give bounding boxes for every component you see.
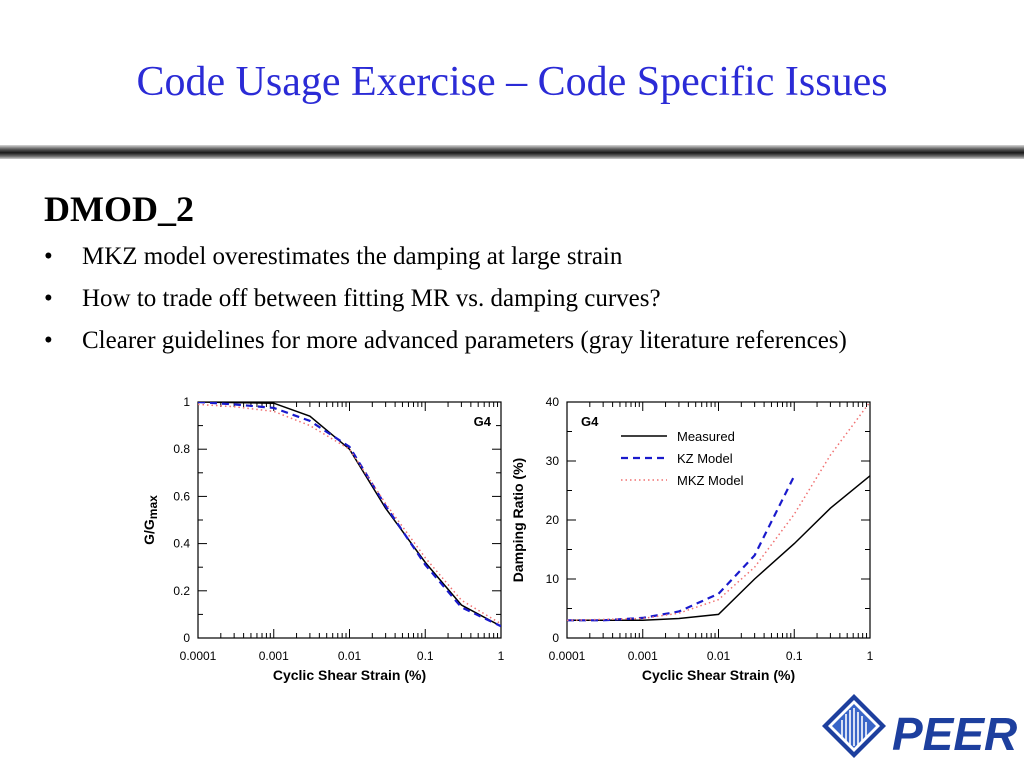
y-tick-label: 10 <box>546 572 560 586</box>
y-tick-label: 0.8 <box>173 442 190 456</box>
legend-label: Measured <box>677 429 735 444</box>
series-annotation: G4 <box>474 414 492 429</box>
y-tick-label: 1 <box>183 395 190 409</box>
legend-label: KZ Model <box>677 451 733 466</box>
y-axis-label-main: G/G <box>141 519 157 545</box>
bullet-item: • How to trade off between fitting MR vs… <box>44 282 1004 324</box>
bullet-item: • MKZ model overestimates the damping at… <box>44 240 1004 282</box>
series-line-solid <box>567 475 870 622</box>
bullet-list: • MKZ model overestimates the damping at… <box>44 240 1004 366</box>
series-line-dashed <box>567 475 796 622</box>
y-axis-label: G/Gmax <box>141 495 160 545</box>
bullet-text: MKZ model overestimates the damping at l… <box>82 243 623 270</box>
x-tick-label: 0.0001 <box>180 649 217 663</box>
legend-label: MKZ Model <box>677 473 744 488</box>
y-tick-label: 0.4 <box>173 537 190 551</box>
x-tick-label: 0.1 <box>786 649 803 663</box>
peer-logo-diamond-icon <box>822 694 886 758</box>
y-axis-label: Damping Ratio (%) <box>510 458 526 582</box>
x-tick-label: 1 <box>498 649 505 663</box>
bullet-glyph: • <box>44 285 53 312</box>
x-tick-label: 0.01 <box>338 649 362 663</box>
x-axis-label: Cyclic Shear Strain (%) <box>642 667 795 683</box>
y-tick-label: 0.6 <box>173 489 190 503</box>
bullet-item: • Clearer guidelines for more advanced p… <box>44 324 1004 366</box>
plot-frame <box>197 401 502 639</box>
peer-logo-text: PEER <box>892 708 1017 760</box>
y-tick-label: 20 <box>546 513 560 527</box>
bullet-glyph: • <box>44 327 53 354</box>
x-tick-label: 0.01 <box>707 649 731 663</box>
y-tick-label: 0 <box>552 631 559 645</box>
y-tick-label: 40 <box>546 395 560 409</box>
x-tick-label: 1 <box>867 649 874 663</box>
chart-legend: Measured KZ Model MKZ Model <box>621 429 744 488</box>
series-line-dotted <box>567 402 870 622</box>
title-divider <box>0 145 1024 159</box>
series-line-dotted <box>198 403 501 625</box>
chart-1: 0.0001 0.001 0.01 0.1 1 0 0.2 0.4 0.6 0.8 1 Cyclic … <box>141 395 505 683</box>
series-line-dashed <box>198 402 501 628</box>
x-tick-label: 0.001 <box>628 649 658 663</box>
y-axis-label-subscript: max <box>146 495 160 519</box>
x-tick-label: 0.1 <box>417 649 434 663</box>
bullet-glyph: • <box>44 243 53 270</box>
x-tick-label: 0.0001 <box>549 649 586 663</box>
section-heading: DMOD_2 <box>44 189 194 229</box>
peer-logo: PEER <box>822 694 1017 760</box>
y-tick-label: 0 <box>183 631 190 645</box>
series-annotation: G4 <box>581 414 599 429</box>
x-axis-label: Cyclic Shear Strain (%) <box>273 667 426 683</box>
bullet-text: Clearer guidelines for more advanced par… <box>82 327 847 354</box>
series-line-solid <box>198 402 501 627</box>
bullet-text: How to trade off between fitting MR vs. … <box>82 285 661 312</box>
y-tick-label: 30 <box>546 454 560 468</box>
y-tick-label: 0.2 <box>173 584 190 598</box>
x-tick-label: 0.001 <box>259 649 289 663</box>
slide-title: Code Usage Exercise – Code Specific Issu… <box>136 59 888 105</box>
